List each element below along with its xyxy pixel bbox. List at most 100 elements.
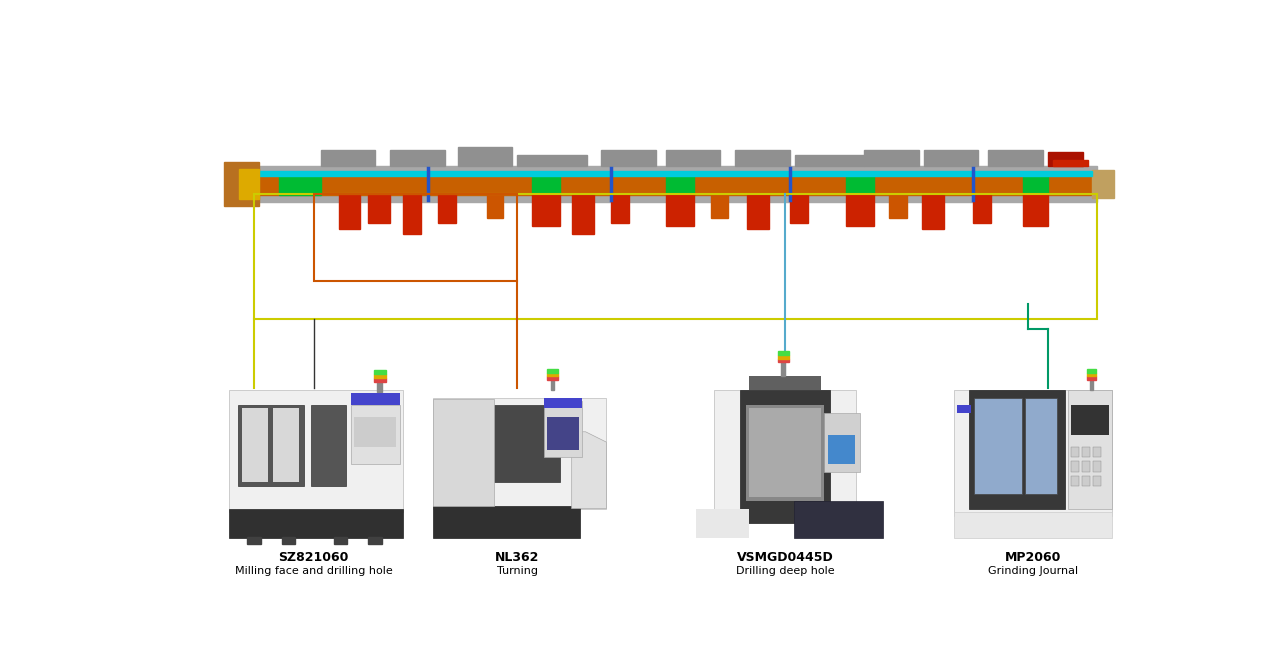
Bar [1093,476,1101,487]
Bar [1087,369,1097,373]
Bar [229,508,403,538]
Bar [282,537,296,544]
Bar [781,361,785,375]
Bar [846,195,874,226]
Bar [1071,476,1079,487]
Bar [532,195,559,226]
Bar [259,171,1093,176]
Bar [749,408,820,496]
Bar [548,373,558,376]
Bar [544,398,582,408]
Bar [255,173,1097,195]
Bar [355,417,396,447]
Bar [403,195,421,234]
Bar [1082,447,1091,457]
Bar [433,399,494,506]
Bar [795,155,864,166]
Text: NL362: NL362 [495,551,539,564]
Bar [1023,195,1048,226]
Bar [713,391,856,516]
Bar [602,150,657,166]
Bar [1087,376,1097,380]
Bar [710,195,728,218]
Bar [351,393,399,405]
Bar [273,408,300,482]
Bar [351,405,399,464]
Bar [550,379,554,391]
Bar [1048,152,1083,166]
Bar [864,150,919,166]
Bar [239,169,260,199]
Text: MP2060: MP2060 [1005,551,1061,564]
Bar [334,537,347,544]
Bar [956,405,972,412]
Bar [824,412,860,472]
Bar [338,195,361,228]
Text: Drilling deep hole: Drilling deep hole [736,566,835,576]
Bar [746,405,824,501]
Bar [517,155,586,166]
Bar [321,150,375,166]
Bar [922,195,943,228]
Bar [974,398,1021,494]
Bar [532,173,559,195]
Bar [390,150,444,166]
Bar [488,195,503,218]
Bar [666,173,694,195]
Bar [954,391,1112,516]
Bar [224,162,260,206]
Bar [374,371,385,374]
Text: Milling face and drilling hole: Milling face and drilling hole [236,566,393,576]
Text: VSMGD0445D: VSMGD0445D [736,551,833,564]
Bar [778,352,788,355]
Bar [242,408,268,482]
Bar [1025,398,1057,494]
Bar [735,150,790,166]
Bar [612,195,630,224]
Bar [438,195,456,224]
Bar [794,501,883,538]
Bar [255,166,1097,202]
Bar [1093,461,1101,472]
Bar [749,375,820,391]
Text: Grinding Journal: Grinding Journal [988,566,1078,576]
Bar [374,378,385,381]
Bar [238,405,305,487]
Bar [458,147,512,166]
Bar [494,405,559,482]
Bar [378,380,383,392]
Text: SZ821060: SZ821060 [279,551,349,564]
Bar [572,195,594,234]
Bar [1082,461,1091,472]
Bar [548,376,558,380]
Bar [548,417,579,449]
Bar [748,195,769,228]
Bar [279,173,321,195]
Bar [924,150,978,166]
Bar [666,150,721,166]
Bar [696,508,749,538]
Bar [369,537,383,544]
Bar [374,374,385,378]
Bar [544,401,582,457]
Bar [247,537,261,544]
Bar [1071,405,1110,435]
Bar [973,195,991,224]
Bar [778,355,788,359]
Bar [1091,379,1093,391]
Bar [666,195,694,226]
Bar [846,173,874,195]
Bar [1023,173,1048,195]
Bar [1093,447,1101,457]
Bar [311,405,346,487]
Bar [988,150,1043,166]
Bar [433,398,607,508]
Bar [1082,476,1091,487]
Bar [969,391,1065,508]
Bar [954,512,1112,538]
Bar [255,194,1097,319]
Bar [314,194,517,281]
Bar [1068,391,1112,508]
Polygon shape [572,432,607,508]
Bar [369,195,390,224]
